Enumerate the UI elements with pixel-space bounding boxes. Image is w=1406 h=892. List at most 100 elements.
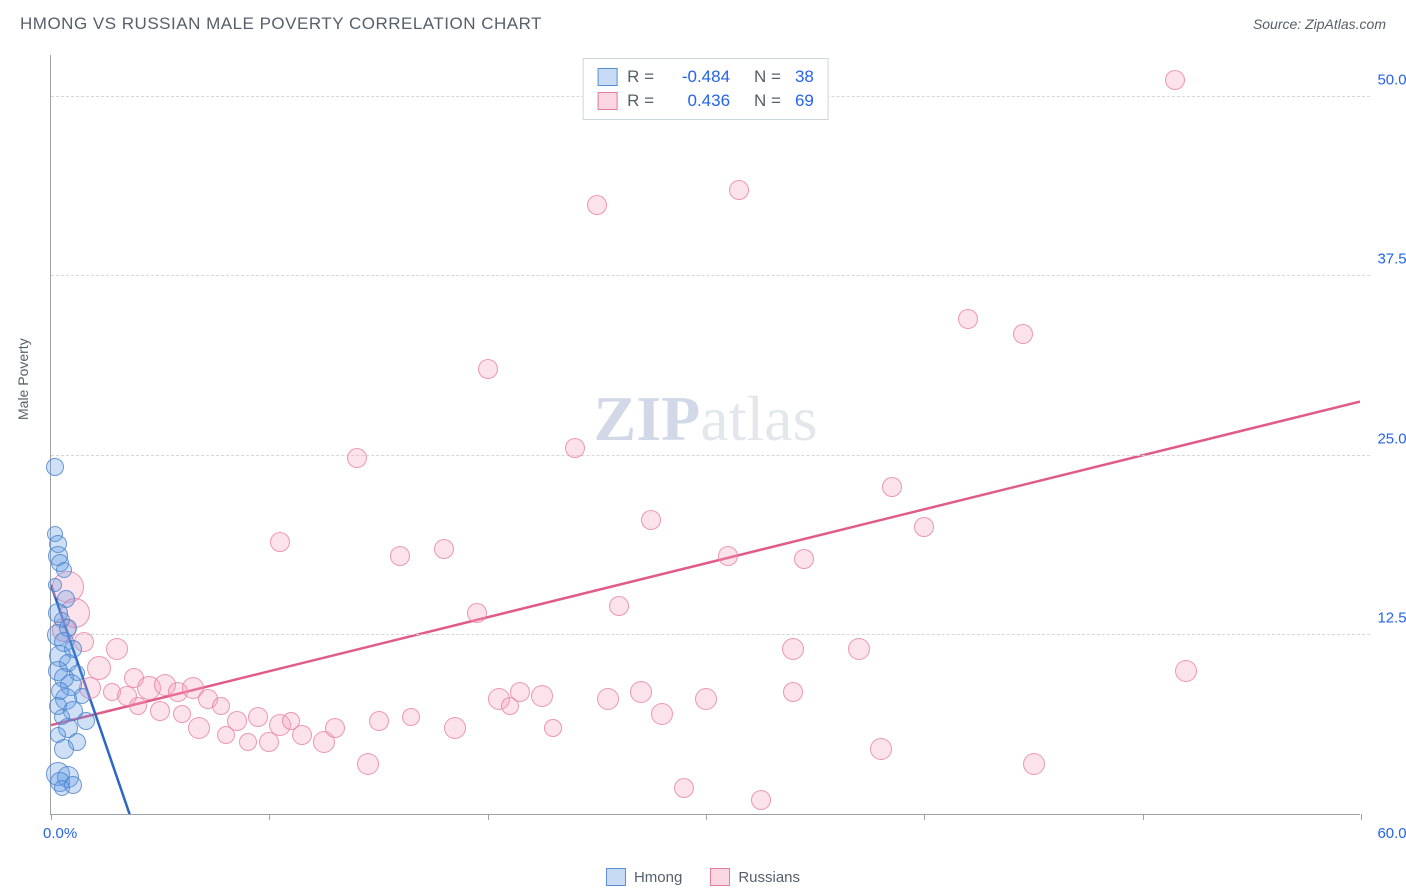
data-point — [958, 309, 978, 329]
data-point — [56, 562, 72, 578]
data-point — [77, 712, 95, 730]
legend-item: Russians — [710, 868, 800, 886]
legend-row: R = 0.436 N = 69 — [597, 89, 814, 113]
data-point — [434, 539, 454, 559]
data-point — [1175, 660, 1197, 682]
legend-n-value: 38 — [795, 67, 814, 87]
x-tick — [269, 814, 270, 820]
y-tick-label: 12.5% — [1365, 609, 1406, 626]
data-point — [402, 708, 420, 726]
data-point — [212, 697, 230, 715]
data-point — [848, 638, 870, 660]
legend-swatch-icon — [597, 92, 617, 110]
data-point — [54, 780, 70, 796]
legend-row: R = -0.484 N = 38 — [597, 65, 814, 89]
gridline — [51, 634, 1370, 635]
data-point — [565, 438, 585, 458]
data-point — [270, 532, 290, 552]
data-point — [695, 688, 717, 710]
data-point — [531, 685, 553, 707]
watermark-atlas: atlas — [700, 383, 817, 454]
x-tick — [51, 814, 52, 820]
data-point — [347, 448, 367, 468]
x-max-label: 60.0% — [1377, 825, 1406, 842]
data-point — [1165, 70, 1185, 90]
data-point — [651, 703, 673, 725]
legend-series-label: Hmong — [634, 869, 682, 886]
legend-n-label: N = — [754, 67, 781, 87]
legend-item: Hmong — [606, 868, 682, 886]
legend-r-label: R = — [627, 91, 654, 111]
legend-n-label: N = — [754, 91, 781, 111]
data-point — [239, 733, 257, 751]
data-point — [609, 596, 629, 616]
data-point — [718, 546, 738, 566]
gridline — [51, 275, 1370, 276]
watermark-zip: ZIP — [594, 383, 701, 454]
legend-swatch-icon — [606, 868, 626, 886]
y-tick-label: 50.0% — [1365, 72, 1406, 89]
legend-series-label: Russians — [738, 869, 800, 886]
header: HMONG VS RUSSIAN MALE POVERTY CORRELATIO… — [0, 0, 1406, 42]
data-point — [794, 549, 814, 569]
data-point — [54, 739, 74, 759]
data-point — [587, 195, 607, 215]
x-tick — [706, 814, 707, 820]
data-point — [478, 359, 498, 379]
data-point — [106, 638, 128, 660]
data-point — [467, 603, 487, 623]
data-point — [783, 682, 803, 702]
data-point — [914, 517, 934, 537]
data-point — [882, 477, 902, 497]
chart-title: HMONG VS RUSSIAN MALE POVERTY CORRELATIO… — [20, 14, 542, 34]
data-point — [150, 701, 170, 721]
data-point — [751, 790, 771, 810]
data-point — [282, 712, 300, 730]
data-point — [1013, 324, 1033, 344]
data-point — [510, 682, 530, 702]
legend-r-label: R = — [627, 67, 654, 87]
data-point — [173, 705, 191, 723]
data-point — [188, 717, 210, 739]
data-point — [641, 510, 661, 530]
source-label: Source: ZipAtlas.com — [1253, 16, 1386, 32]
gridline — [51, 455, 1370, 456]
data-point — [870, 738, 892, 760]
data-point — [544, 719, 562, 737]
plot-area: ZIPatlas R =-0.484N =38R =0.436N =69 0.0… — [50, 55, 1360, 815]
x-tick — [924, 814, 925, 820]
regression-line — [51, 402, 1360, 726]
legend-n-value: 69 — [795, 91, 814, 111]
data-point — [259, 732, 279, 752]
data-point — [674, 778, 694, 798]
data-point — [1023, 753, 1045, 775]
legend-r-value: -0.484 — [666, 67, 730, 87]
data-point — [357, 753, 379, 775]
x-min-label: 0.0% — [43, 825, 77, 842]
legend-swatch-icon — [710, 868, 730, 886]
watermark: ZIPatlas — [594, 382, 818, 456]
y-axis-label: Male Poverty — [15, 338, 31, 420]
legend-r-value: 0.436 — [666, 91, 730, 111]
data-point — [248, 707, 268, 727]
x-tick — [1143, 814, 1144, 820]
x-tick — [1361, 814, 1362, 820]
y-tick-label: 37.5% — [1365, 251, 1406, 268]
legend-swatch-icon — [597, 68, 617, 86]
data-point — [729, 180, 749, 200]
y-tick-label: 25.0% — [1365, 430, 1406, 447]
data-point — [48, 578, 62, 592]
legend-correlation: R = -0.484 N = 38 R = 0.436 N = 69 — [582, 58, 829, 120]
data-point — [782, 638, 804, 660]
data-point — [369, 711, 389, 731]
x-tick — [488, 814, 489, 820]
data-point — [597, 688, 619, 710]
data-point — [129, 697, 147, 715]
data-point — [217, 726, 235, 744]
data-point — [46, 458, 64, 476]
data-point — [325, 718, 345, 738]
data-point — [390, 546, 410, 566]
data-point — [630, 681, 652, 703]
legend-series: Hmong Russians — [606, 868, 800, 886]
data-point — [444, 717, 466, 739]
